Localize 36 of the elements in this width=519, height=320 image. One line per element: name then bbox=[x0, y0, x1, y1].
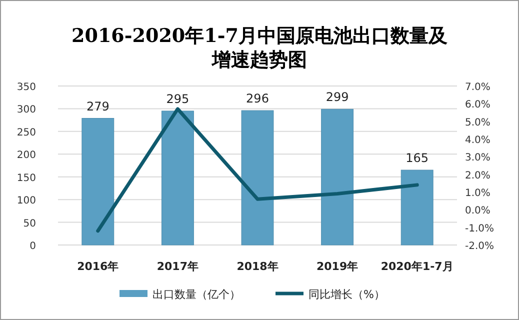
legend-label: 出口数量（亿个） bbox=[152, 288, 240, 301]
y-tick-label: 0 bbox=[30, 241, 36, 252]
chart-title: 2016-2020年1-7月中国原电池出口数量及增速趋势图 bbox=[72, 25, 448, 71]
y2-tick-label: 4.0% bbox=[465, 135, 490, 146]
y-tick-label: 50 bbox=[23, 218, 36, 230]
y-tick-label: 200 bbox=[16, 150, 36, 162]
y-tick-label: 250 bbox=[16, 127, 36, 138]
bar bbox=[400, 170, 434, 246]
y2-tick-label: 6.0% bbox=[465, 100, 490, 111]
data-label: 296 bbox=[246, 92, 269, 106]
data-label: 295 bbox=[166, 92, 190, 106]
data-label: 165 bbox=[406, 151, 429, 166]
bar bbox=[82, 118, 114, 246]
y-tick-label: 150 bbox=[16, 172, 36, 184]
y-tick-label: 100 bbox=[16, 196, 36, 207]
y2-tick-label: 3.0% bbox=[465, 152, 490, 164]
y2-tick-label: 2.0% bbox=[465, 170, 490, 182]
y-tick-label: 300 bbox=[16, 104, 36, 116]
x-tick-label: 2019年 bbox=[316, 260, 358, 273]
bar bbox=[161, 110, 194, 246]
bar bbox=[321, 108, 354, 246]
bar bbox=[241, 110, 274, 246]
y2-tick-label: 5.0% bbox=[465, 117, 490, 128]
y2-tick-label: 1.0% bbox=[465, 188, 490, 199]
x-tick-label: 2017年 bbox=[156, 260, 199, 273]
y2-tick-label: 7.0% bbox=[465, 82, 490, 93]
y-tick-label: 350 bbox=[16, 82, 36, 93]
data-label: 279 bbox=[86, 99, 110, 114]
y2-tick-label: -2.0% bbox=[465, 241, 494, 252]
x-tick-label: 2016年 bbox=[77, 260, 119, 273]
y2-tick-label: 0.0% bbox=[465, 206, 490, 217]
data-label: 299 bbox=[326, 90, 349, 104]
x-tick-label: 2018年 bbox=[236, 260, 278, 273]
x-tick-label: 2020年1-7月 bbox=[380, 260, 454, 273]
y2-tick-label: -1.0% bbox=[465, 223, 494, 234]
legend-label: 同比增长（%） bbox=[308, 288, 385, 301]
